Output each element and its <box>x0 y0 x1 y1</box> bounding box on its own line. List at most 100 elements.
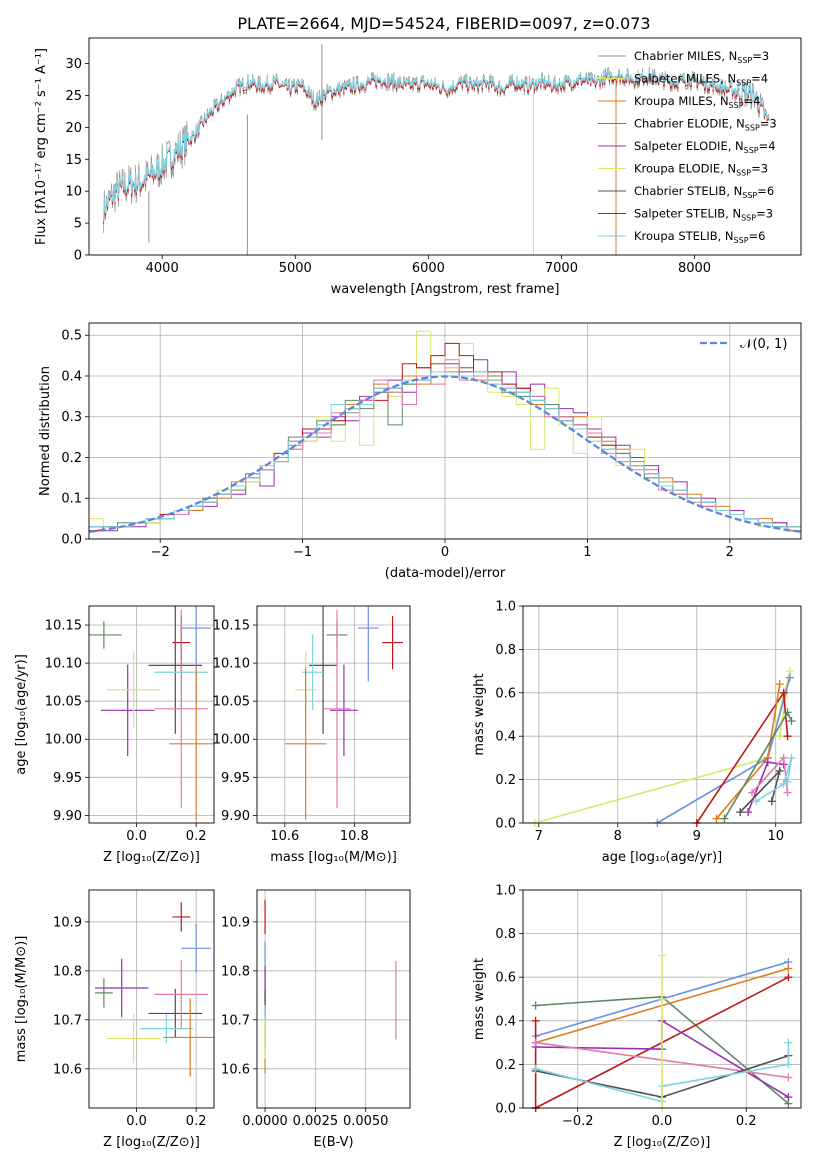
y-tick-label: 0.8 <box>495 643 516 658</box>
y-tick-label: 1.0 <box>495 600 516 615</box>
y-tick-label: 0.3 <box>61 410 82 425</box>
y-axis-label: mass weight <box>472 673 487 755</box>
x-tick-label: 8 <box>614 829 622 844</box>
age_Z-axes: 0.0 0.2 9.90 9.95 10.00 10.05 10.10 10.15 <box>45 606 214 844</box>
x-tick-label: 8000 <box>678 261 711 276</box>
y-tick-label: 0.0 <box>495 817 516 832</box>
x-tick-label: 10.6 <box>270 829 299 844</box>
errorbar-point <box>284 667 327 820</box>
errorbar-point <box>357 606 379 682</box>
x-axis-label: wavelength [Angstrom, rest frame] <box>331 282 560 297</box>
spectrum-data-line <box>103 66 770 233</box>
x-tick-label: 0.0 <box>126 1114 147 1129</box>
y-tick-label: 30 <box>65 57 82 72</box>
errorbar-point <box>148 988 203 1038</box>
plot-frame <box>88 37 802 256</box>
y-tick-label: 9.90 <box>221 809 250 824</box>
errorbar-point <box>163 998 214 1077</box>
y-tick-label: 15 <box>65 153 82 168</box>
errorbar-point <box>89 621 122 649</box>
x-tick-label: −1 <box>293 545 312 560</box>
y-tick-label: 10.8 <box>221 964 250 979</box>
errorbar-point <box>139 1013 194 1044</box>
y-tick-label: 20 <box>65 121 82 136</box>
x-tick-label: 7000 <box>545 261 578 276</box>
errorbar-point <box>106 651 161 728</box>
y-tick-label: 10.05 <box>213 695 250 710</box>
y-tick-label: 0.2 <box>61 451 82 466</box>
legend-label: Kroupa STELIB, NSSP=6 <box>634 229 765 245</box>
x-axis-label: Z [log₁₀(Z/Z⊙)] <box>103 1135 200 1150</box>
normal-curve <box>89 375 801 534</box>
x-tick-label: −0.2 <box>562 1114 594 1129</box>
histograms <box>89 330 801 539</box>
x-tick-label: 7 <box>535 829 543 844</box>
errorbar-point <box>309 606 337 734</box>
errorbar-point <box>94 958 149 1018</box>
weight_Z-lines <box>531 951 793 1112</box>
y-tick-label: 0.2 <box>495 1058 516 1073</box>
errorbar-point <box>330 664 358 756</box>
legend-label: Salpeter ELODIE, NSSP=4 <box>634 139 776 155</box>
y-axis-label: Normed distribution <box>38 366 53 496</box>
x-axis-label: Z [log₁₀(Z/Z⊙)] <box>614 1135 711 1150</box>
y-tick-label: 10.10 <box>213 657 250 672</box>
weight-series-line <box>739 768 782 813</box>
legend-label: Salpeter STELIB, NSSP=3 <box>634 207 773 223</box>
legend-label: Kroupa MILES, NSSP=4 <box>634 94 760 110</box>
y-tick-label: 0.4 <box>495 1014 516 1029</box>
y-tick-label: 10.7 <box>53 1013 82 1028</box>
x-tick-label: 0.0000 <box>242 1114 288 1129</box>
x-tick-label: 4000 <box>146 261 179 276</box>
y-tick-label: 0.1 <box>61 492 82 507</box>
plot-frame <box>88 889 215 1109</box>
y-tick-label: 10.05 <box>45 695 82 710</box>
y-tick-label: 10.00 <box>213 733 250 748</box>
y-tick-label: 0.4 <box>61 369 82 384</box>
y-tick-label: 10.8 <box>53 964 82 979</box>
y-tick-label: 25 <box>65 89 82 104</box>
legend-label: Chabrier MILES, NSSP=3 <box>634 49 769 65</box>
spectrum-model-line <box>103 72 770 224</box>
y-tick-label: 10.9 <box>53 915 82 930</box>
y-tick-label: 0.0 <box>61 533 82 548</box>
errorbar-point <box>382 615 404 670</box>
y-tick-label: 0.8 <box>495 927 516 942</box>
plot-frame <box>256 889 411 1109</box>
x-tick-label: 0.0 <box>126 829 147 844</box>
mass_Z-points <box>94 902 214 1077</box>
plot-frame <box>256 605 411 824</box>
y-tick-label: 0.6 <box>495 971 516 986</box>
errorbar-point <box>154 960 209 1029</box>
x-axis-label: Z [log₁₀(Z/Z⊙)] <box>103 850 200 865</box>
x-tick-label: 10.8 <box>340 829 369 844</box>
x-tick-label: 5000 <box>279 261 312 276</box>
y-tick-label: 10 <box>65 185 82 200</box>
x-tick-label: 1 <box>583 545 591 560</box>
errorbar-point <box>100 664 155 756</box>
weight_age-lines <box>530 667 796 827</box>
y-tick-label: 9.95 <box>221 771 250 786</box>
y-tick-label: 0.6 <box>495 686 516 701</box>
y-tick-label: 9.90 <box>53 809 82 824</box>
legend-label: 𝒩(0, 1) <box>740 337 787 352</box>
y-axis-label: age [log₁₀(age/yr)] <box>14 654 29 775</box>
legend-label: Chabrier STELIB, NSSP=6 <box>634 184 774 200</box>
legend-label: Salpeter MILES, NSSP=4 <box>634 72 768 88</box>
y-axis-label: mass [log₁₀(M/M⊙)] <box>14 936 29 1063</box>
errorbar-point <box>94 978 113 1008</box>
mass_ebv-points <box>264 899 397 1074</box>
residuals-axes: −2 −1 0 1 2 0.0 0.1 0.2 0.3 0.4 0.5 <box>61 323 801 560</box>
y-tick-label: 10.00 <box>45 733 82 748</box>
errorbar-point <box>181 923 212 973</box>
x-tick-label: 0 <box>441 545 449 560</box>
x-tick-label: 0.2 <box>736 1114 757 1129</box>
y-axis-label: Flux [fλ10⁻¹⁷ erg cm⁻² s⁻¹ A⁻¹] <box>34 48 49 245</box>
y-tick-label: 5 <box>74 217 82 232</box>
legend-label: Kroupa ELODIE, NSSP=3 <box>634 162 768 178</box>
plot-frame <box>88 322 802 540</box>
errorbar-point <box>106 1013 161 1063</box>
spectrum-legend: Chabrier MILES, NSSP=3 Salpeter MILES, NS… <box>598 49 777 245</box>
x-tick-label: 2 <box>726 545 734 560</box>
